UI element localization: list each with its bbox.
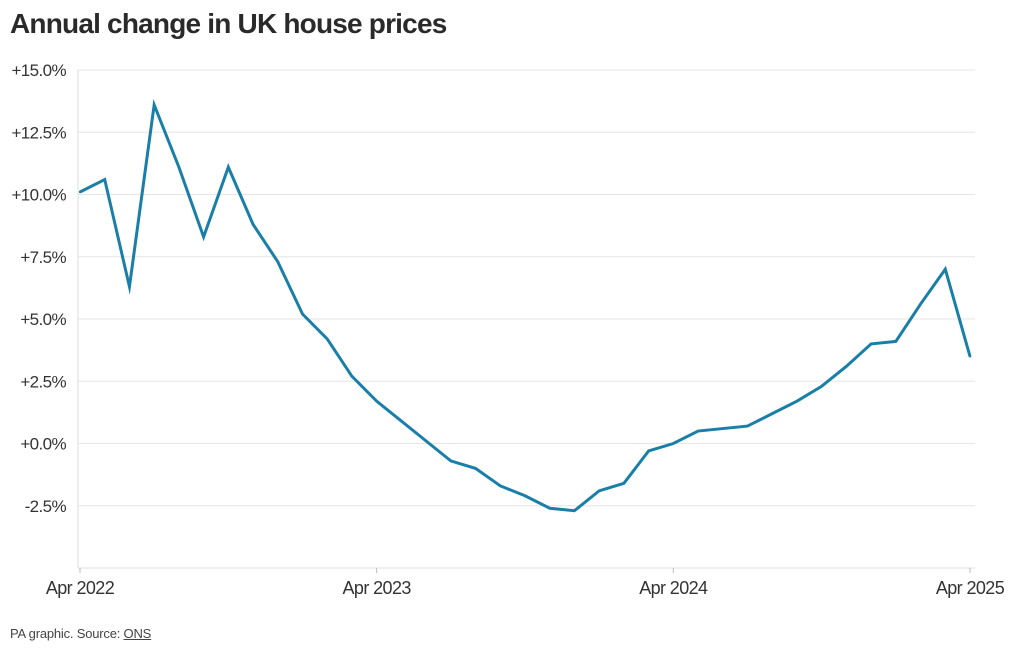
data-point [152, 103, 156, 107]
footer-prefix: PA graphic. Source: [10, 626, 124, 641]
x-tick-label: Apr 2024 [639, 578, 708, 598]
data-point [771, 412, 774, 415]
data-point [400, 419, 403, 423]
y-tick-label: -2.5% [25, 497, 67, 516]
data-point [474, 467, 477, 470]
x-tick-label: Apr 2023 [343, 578, 412, 598]
x-tick-label: Apr 2025 [936, 578, 1005, 598]
y-tick-label: +15.0% [11, 61, 66, 80]
data-point [795, 399, 799, 403]
y-tick-label: +10.0% [11, 186, 66, 205]
data-point [424, 439, 428, 443]
data-point [251, 223, 255, 226]
data-point [128, 285, 131, 288]
data-point [375, 399, 378, 403]
chart-title: Annual change in UK house prices [10, 8, 447, 39]
data-point [326, 337, 329, 341]
data-point [944, 268, 947, 271]
data-point [227, 165, 230, 169]
data-point [548, 507, 551, 510]
source-link[interactable]: ONS [123, 626, 152, 641]
x-tick-label: Apr 2022 [46, 578, 115, 598]
data-point [894, 340, 898, 343]
axes [77, 70, 975, 573]
data-point [449, 459, 453, 463]
y-tick-label: +0.0% [20, 435, 66, 454]
x-axis-tick-labels: Apr 2022 Apr 2023 Apr 2024 Apr 2025 [46, 578, 1005, 598]
data-point [597, 489, 601, 493]
data-point [499, 484, 502, 488]
data-point [177, 165, 181, 169]
data-point [647, 449, 650, 453]
data-points [78, 103, 972, 512]
series-lines [79, 98, 972, 513]
data-point [919, 302, 922, 306]
data-point [672, 442, 675, 445]
data-point [696, 429, 700, 433]
data-point [721, 427, 724, 430]
data-point [869, 342, 873, 346]
data-point [103, 178, 106, 181]
data-point [350, 375, 354, 378]
y-axis-tick-labels: -2.5% +0.0% +2.5% +5.0% +7.5% +10.0% +12.5% +15… [11, 61, 67, 516]
y-tick-label: +12.5% [11, 123, 66, 142]
y-tick-label: +2.5% [20, 372, 66, 391]
data-point [573, 509, 576, 512]
gridlines [78, 69, 975, 507]
y-tick-label: +5.0% [20, 310, 66, 329]
footer-credit: PA graphic. Source: ONS [10, 626, 151, 641]
data-point [746, 424, 749, 428]
y-tick-label: +7.5% [20, 248, 66, 267]
series-line [79, 98, 972, 513]
data-point [202, 235, 205, 239]
data-point [968, 355, 972, 358]
data-point [820, 385, 823, 388]
data-point [845, 365, 848, 368]
data-point [301, 312, 304, 316]
data-point [78, 190, 82, 194]
data-point [276, 260, 279, 263]
data-point [523, 494, 527, 497]
data-point [622, 482, 626, 485]
